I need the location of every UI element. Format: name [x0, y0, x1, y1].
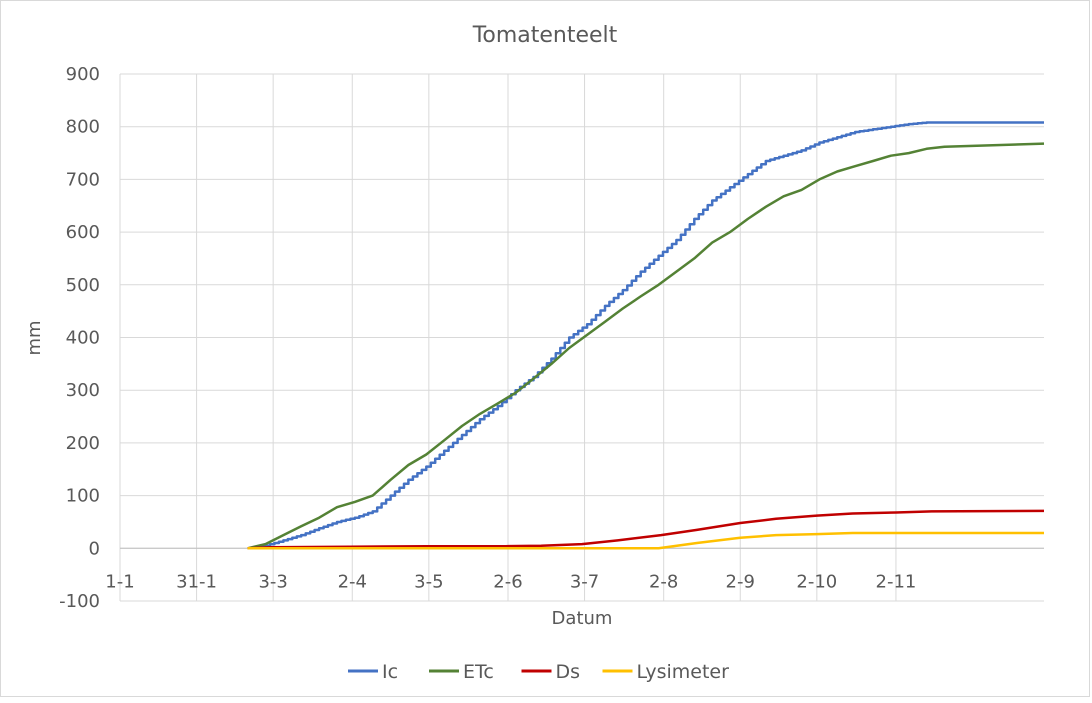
- x-tick-label: 2-10: [796, 571, 837, 592]
- y-tick-label: 700: [66, 169, 100, 190]
- legend-label: Ic: [382, 661, 398, 683]
- series-line-lysimeter: [247, 531, 1044, 550]
- chart-title: Tomatenteelt: [472, 23, 618, 48]
- y-tick-label: 100: [66, 486, 100, 507]
- legend: Ic ETc Ds Lysimeter: [348, 661, 729, 683]
- y-tick-label: 900: [66, 64, 100, 85]
- x-axis-label: Datum: [552, 608, 613, 629]
- legend-item-etc: ETc: [429, 661, 494, 683]
- axes: -100 0 100 200 300 400 500 600 700 800 900 1-1 31-1 3…: [59, 64, 1044, 612]
- x-tick-label: 2-4: [338, 571, 367, 592]
- x-tick-label: 3-5: [414, 571, 443, 592]
- x-tick-label: 31-1: [176, 571, 217, 592]
- y-tick-label: 500: [66, 275, 100, 296]
- legend-item-ds: Ds: [521, 661, 581, 683]
- legend-item-ic: Ic: [348, 661, 398, 683]
- x-tick-label: 2-9: [726, 571, 755, 592]
- y-tick-label: -100: [59, 591, 100, 612]
- y-tick-label: 300: [66, 380, 100, 401]
- x-tick-label: 1-1: [105, 571, 134, 592]
- y-tick-label: 800: [66, 117, 100, 138]
- y-tick-label: 200: [66, 433, 100, 454]
- series-line-etc: [247, 142, 1045, 550]
- y-axis-label: mm: [24, 320, 45, 355]
- legend-label: Ds: [556, 661, 581, 683]
- legend-label: ETc: [463, 661, 494, 683]
- x-tick-label: 2-11: [876, 571, 917, 592]
- x-tick-label: 2-8: [649, 571, 678, 592]
- x-tick-label: 3-3: [258, 571, 287, 592]
- x-tick-label: 2-6: [493, 571, 522, 592]
- y-tick-label: 400: [66, 328, 100, 349]
- legend-item-lysimeter: Lysimeter: [602, 661, 730, 683]
- y-tick-label: 600: [66, 222, 100, 243]
- y-tick-label: 0: [89, 538, 100, 559]
- series-line-ic: [247, 121, 1044, 550]
- legend-label: Lysimeter: [637, 661, 730, 683]
- series-lines: [247, 121, 1045, 550]
- series-line-ds: [247, 509, 1045, 550]
- x-tick-label: 3-7: [570, 571, 599, 592]
